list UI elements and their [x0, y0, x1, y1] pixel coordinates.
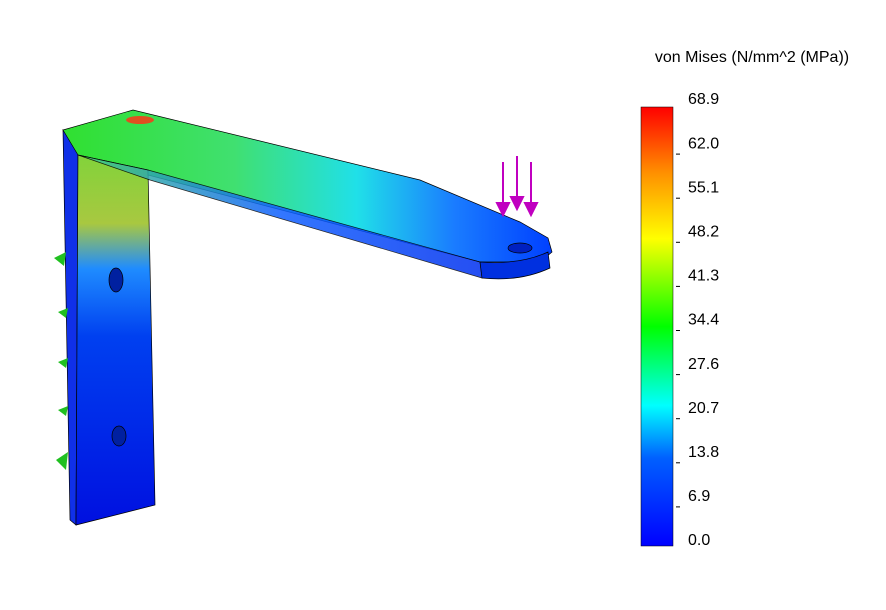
tick-label: 20.7	[688, 400, 719, 417]
tick-label: 55.1	[688, 179, 719, 196]
tick-label: 6.9	[688, 488, 710, 505]
tick-label: 0.0	[688, 532, 710, 549]
tick-label: 41.3	[688, 268, 719, 285]
tick-label: 27.6	[688, 356, 719, 373]
tick-label: 34.4	[688, 312, 719, 329]
fixture-marks	[54, 252, 68, 470]
legend-title: von Mises (N/mm^2 (MPa))	[655, 49, 849, 66]
tick-label: 13.8	[688, 444, 719, 461]
legend-ticks: 68.9 62.0 55.1 48.2 41.3 34.4 27.6 20.7 13.8 6.9 0…	[676, 91, 719, 549]
color-bar	[640, 106, 674, 547]
bracket-model	[62, 109, 553, 526]
tick-label: 68.9	[688, 91, 719, 108]
tick-label: 48.2	[688, 224, 719, 241]
load-arrows	[495, 156, 539, 218]
tick-label: 62.0	[688, 135, 719, 152]
